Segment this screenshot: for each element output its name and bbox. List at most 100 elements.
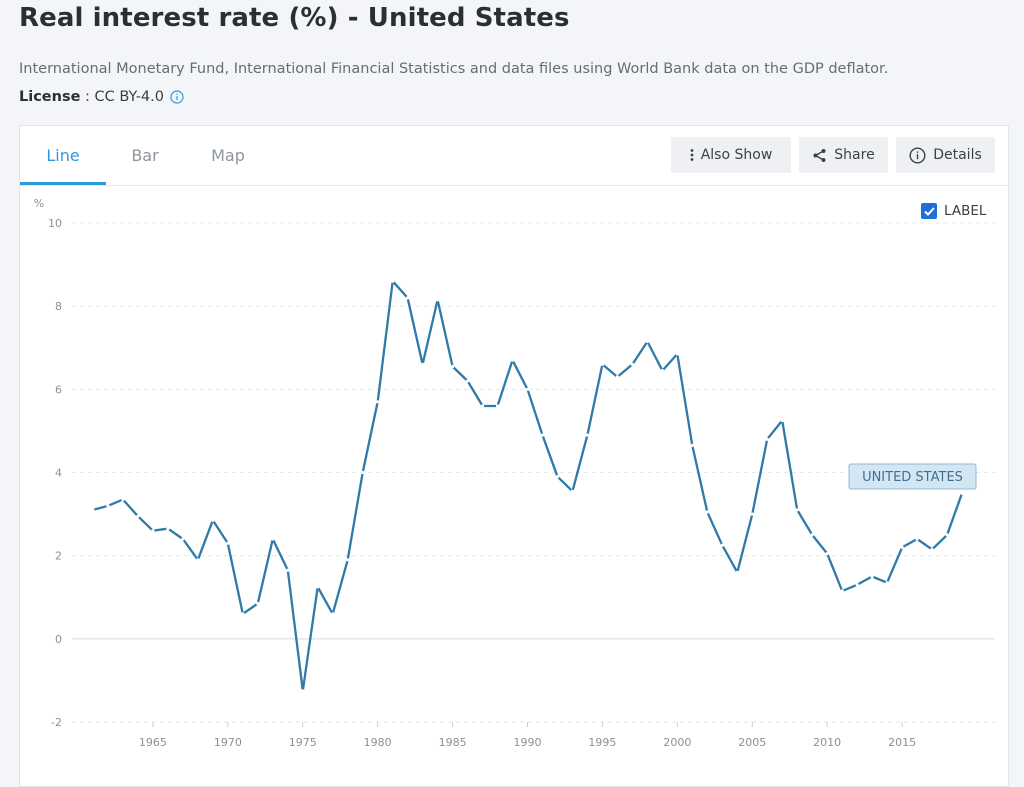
series-label-box <box>848 463 977 490</box>
y-tick-label: 8 <box>55 300 62 313</box>
license-label: License <box>19 89 81 105</box>
chart-card: Line Bar Map Also Show Share Details <box>19 125 1009 787</box>
label-toggle-text: LABEL <box>944 203 987 219</box>
data-point <box>495 404 500 408</box>
y-tick-label: 4 <box>55 467 62 480</box>
y-tick-label: -2 <box>51 716 62 729</box>
data-point <box>211 518 215 522</box>
y-tick-label: 2 <box>55 550 62 563</box>
details-button[interactable]: Details <box>896 137 995 173</box>
data-point <box>376 400 380 404</box>
share-icon <box>813 148 826 162</box>
data-point <box>795 508 799 512</box>
data-point <box>585 433 590 437</box>
data-point <box>436 298 440 302</box>
data-point <box>750 512 754 516</box>
info-icon[interactable] <box>170 90 184 104</box>
data-point <box>450 364 455 369</box>
data-point <box>346 558 350 562</box>
also-show-button[interactable]: Also Show <box>671 137 791 173</box>
data-point <box>690 443 694 448</box>
data-point <box>645 339 649 344</box>
data-point <box>930 547 934 552</box>
data-point <box>555 475 560 479</box>
data-point <box>91 508 95 512</box>
data-point <box>361 470 365 475</box>
more-vertical-icon <box>690 149 694 161</box>
license-value: CC BY-4.0 <box>94 89 164 105</box>
x-tick-label: 1990 <box>514 736 542 749</box>
data-point <box>271 537 275 541</box>
tab-bar[interactable]: Bar <box>131 145 159 165</box>
data-point <box>675 352 679 356</box>
y-unit-label: % <box>34 197 44 210</box>
data-point <box>960 491 964 495</box>
page-title: Real interest rate (%) - United States <box>19 3 570 33</box>
data-point <box>840 589 844 593</box>
data-point <box>136 514 140 518</box>
data-point <box>825 551 829 556</box>
y-tick-label: 10 <box>48 217 62 230</box>
data-point <box>301 689 305 693</box>
x-tick-label: 2000 <box>663 736 691 749</box>
data-point <box>391 279 395 283</box>
data-point <box>525 387 530 391</box>
tab-line[interactable]: Line <box>20 126 106 185</box>
data-point <box>705 510 709 514</box>
data-point <box>855 583 859 587</box>
data-point <box>900 545 904 549</box>
data-point <box>630 362 634 366</box>
data-point <box>256 601 260 606</box>
data-point <box>286 568 290 572</box>
chart-tabs: Line Bar Map Also Show Share Details <box>20 126 1008 186</box>
x-tick-label: 2010 <box>813 736 841 749</box>
data-point <box>570 489 575 493</box>
data-point <box>510 358 515 362</box>
data-point <box>615 375 620 379</box>
data-point <box>780 418 784 423</box>
data-point <box>465 379 470 383</box>
data-point <box>121 497 125 502</box>
data-point <box>151 529 155 533</box>
series-label: UNITED STATES <box>862 470 963 485</box>
license-line: License : CC BY-4.0 <box>19 87 184 107</box>
data-point <box>720 543 724 547</box>
data-point <box>810 533 814 537</box>
x-tick-label: 1970 <box>214 736 242 749</box>
y-tick-label: 6 <box>55 383 62 396</box>
series-line <box>91 280 964 692</box>
x-tick-label: 1975 <box>289 736 317 749</box>
y-tick-label: 0 <box>55 633 62 646</box>
x-tick-label: 1980 <box>364 736 392 749</box>
data-point <box>885 581 889 585</box>
data-point <box>480 404 485 408</box>
data-point <box>915 537 919 541</box>
label-toggle[interactable]: LABEL <box>921 203 1004 219</box>
data-point <box>540 433 545 437</box>
x-tick-label: 2005 <box>738 736 766 749</box>
data-point <box>870 574 874 579</box>
data-point <box>331 612 335 616</box>
data-point <box>166 527 170 531</box>
data-point <box>226 541 230 545</box>
data-point <box>660 369 664 373</box>
data-point <box>181 537 185 541</box>
details-label: Details <box>933 147 982 163</box>
label-checkbox[interactable] <box>921 203 937 219</box>
data-point <box>945 533 949 537</box>
tab-map[interactable]: Map <box>211 145 245 165</box>
x-tick-label: 1995 <box>588 736 616 749</box>
also-show-label: Also Show <box>700 147 773 163</box>
data-point <box>316 585 320 589</box>
data-point <box>735 570 739 574</box>
source-note: International Monetary Fund, Internation… <box>19 61 889 77</box>
share-label: Share <box>834 147 875 163</box>
data-point <box>765 437 769 441</box>
data-point <box>241 612 245 616</box>
x-tick-label: 1985 <box>439 736 467 749</box>
share-button[interactable]: Share <box>799 137 888 173</box>
data-point <box>600 362 605 366</box>
info-circle-icon <box>909 146 926 164</box>
x-tick-label: 2015 <box>888 736 916 749</box>
data-point <box>421 362 425 366</box>
